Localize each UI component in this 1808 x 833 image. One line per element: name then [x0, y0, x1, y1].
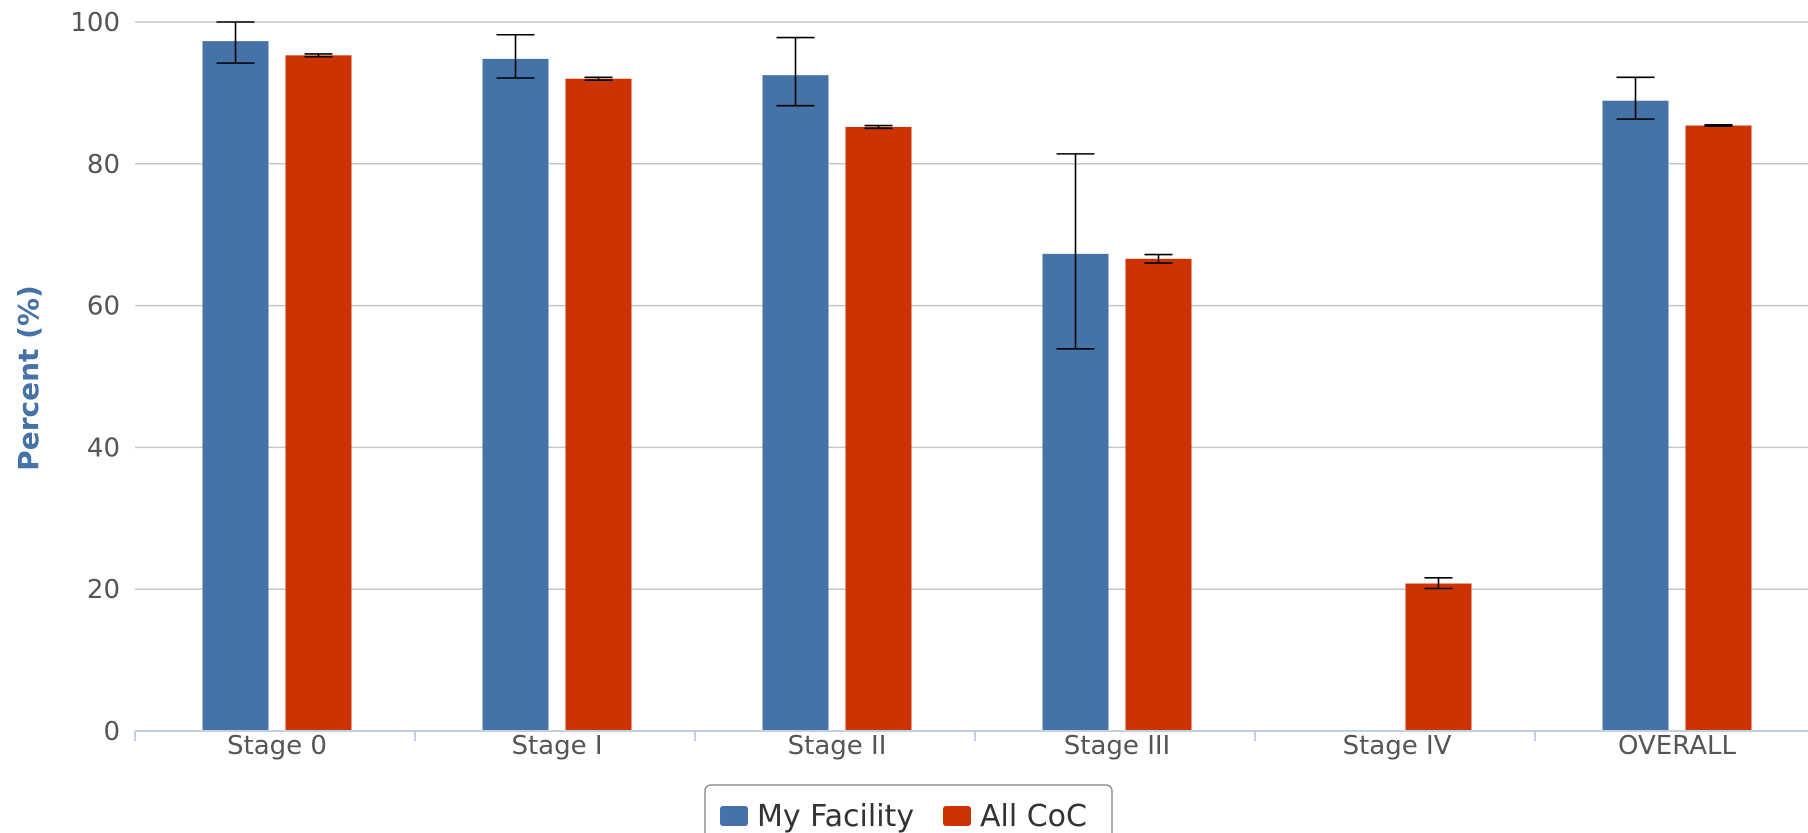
- gridlines: [135, 21, 1808, 590]
- legend-swatch: [720, 806, 748, 826]
- x-tick-label: Stage IV: [1343, 731, 1452, 761]
- bar-my-facility: [482, 58, 549, 732]
- bar-all-coc: [285, 55, 352, 731]
- legend[interactable]: My Facility All CoC: [704, 784, 1113, 833]
- bar-all-coc: [1685, 125, 1752, 732]
- x-tick-label: OVERALL: [1618, 731, 1737, 761]
- y-tick-label: 100: [70, 8, 120, 38]
- bar-all-coc: [845, 126, 912, 731]
- x-axis: Stage 0 Stage I Stage II Stage III Stage IV O…: [134, 730, 1808, 761]
- x-tick-label: Stage 0: [227, 731, 327, 761]
- legend-label: All CoC: [980, 799, 1087, 833]
- y-axis-ticks: 0 20 40 60 80 100: [70, 8, 120, 747]
- x-tick-label: Stage III: [1064, 731, 1170, 761]
- bar-my-facility: [1602, 100, 1669, 732]
- x-tick-label: Stage I: [511, 731, 602, 761]
- legend-box: [704, 784, 1113, 833]
- legend-label: My Facility: [757, 799, 914, 833]
- y-tick-label: 0: [103, 717, 120, 747]
- y-tick-label: 40: [87, 433, 120, 463]
- bar-all-coc: [1125, 258, 1192, 731]
- bar-all-coc: [565, 78, 632, 732]
- y-tick-label: 80: [87, 150, 120, 180]
- y-axis-label: Percent (%): [12, 285, 45, 471]
- error-bars: [216, 21, 1733, 590]
- y-tick-label: 20: [87, 575, 120, 605]
- legend-swatch: [943, 806, 971, 826]
- x-tick-label: Stage II: [788, 731, 887, 761]
- bar-my-facility: [202, 41, 269, 731]
- bar-all-coc: [1405, 583, 1472, 731]
- bars: [202, 41, 1752, 732]
- bar-my-facility: [762, 75, 829, 732]
- y-tick-label: 60: [87, 292, 120, 322]
